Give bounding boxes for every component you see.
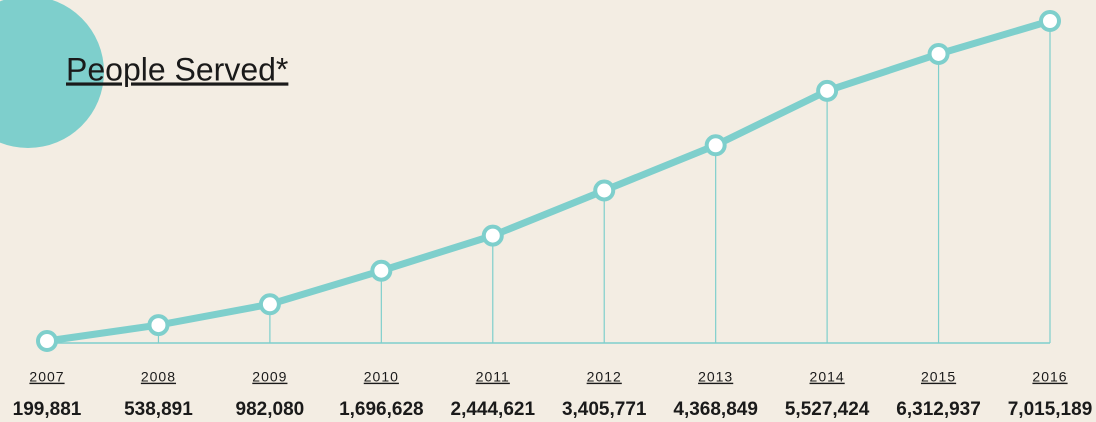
x-tick-label: 2010 <box>364 369 399 385</box>
data-point <box>816 79 839 102</box>
data-point <box>927 42 950 65</box>
x-tick-label: 2015 <box>921 369 956 385</box>
data-point <box>1039 10 1061 32</box>
data-label: 3,405,771 <box>562 399 647 420</box>
data-point <box>704 134 727 157</box>
x-tick-label: 2013 <box>698 369 733 385</box>
data-label: 4,368,849 <box>673 399 758 420</box>
data-label: 7,015,189 <box>1008 399 1093 420</box>
data-label: 2,444,621 <box>451 399 536 420</box>
x-tick-label: 2008 <box>141 369 176 385</box>
data-label: 538,891 <box>124 399 193 420</box>
x-tick-label: 2007 <box>29 369 64 385</box>
x-tick-label: 2012 <box>587 369 622 385</box>
data-point <box>593 179 616 202</box>
x-tick-label: 2014 <box>810 369 845 385</box>
title-badge <box>0 0 104 148</box>
data-line <box>46 17 1051 345</box>
data-point <box>481 224 504 247</box>
data-point <box>258 293 281 316</box>
x-tick-label: 2016 <box>1032 369 1067 385</box>
x-tick-label: 2011 <box>476 369 510 385</box>
x-tick-label: 2009 <box>252 369 287 385</box>
data-point <box>36 330 58 352</box>
chart-title: People Served* <box>66 51 288 87</box>
data-label: 982,080 <box>236 399 305 420</box>
data-point <box>370 259 393 282</box>
data-label: 5,527,424 <box>785 399 870 420</box>
data-label: 1,696,628 <box>339 399 424 420</box>
data-label: 6,312,937 <box>896 399 981 420</box>
data-label: 199,881 <box>13 399 82 420</box>
data-point <box>147 314 170 337</box>
